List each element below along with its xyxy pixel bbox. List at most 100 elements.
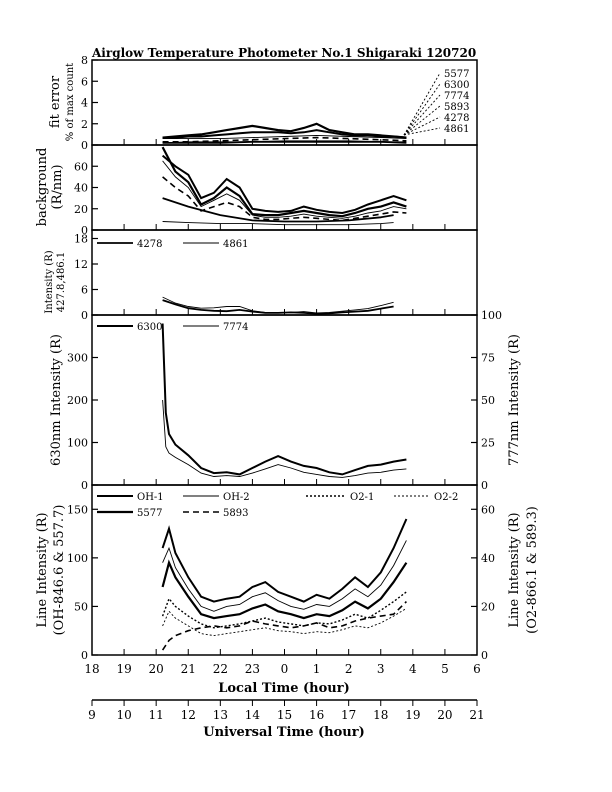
legend-leader xyxy=(403,94,441,136)
line-intensity-ylabel-right: Line Intensity (R) xyxy=(507,512,522,627)
local-xtick-label: 22 xyxy=(213,662,228,676)
local-xtick-label: 3 xyxy=(377,662,385,676)
legend-label: 4861 xyxy=(223,239,248,250)
legend-label: OH-1 xyxy=(137,492,164,503)
ytick-right-label: 60 xyxy=(481,503,495,516)
series-5893-line xyxy=(162,136,407,143)
ytick-label: 60 xyxy=(74,160,88,173)
ytick-label: 20 xyxy=(74,203,88,216)
fit-error-ylabel: fit error xyxy=(48,75,63,128)
red-line-ylabel-right: 777nm Intensity (R) xyxy=(507,334,522,466)
local-xtick-label: 4 xyxy=(409,662,417,676)
ut-xtick-label: 14 xyxy=(245,708,261,722)
ytick-label: 0 xyxy=(81,649,88,662)
intensity-blue-plot xyxy=(162,296,394,315)
legend-label: 4861 xyxy=(444,124,469,135)
local-xtick-label: 18 xyxy=(84,662,99,676)
legend-label: 5893 xyxy=(223,508,248,519)
background-ylabel: background xyxy=(35,148,50,227)
ut-xtick-label: 18 xyxy=(373,708,388,722)
legend-label: 7774 xyxy=(223,322,248,333)
ytick-right-label: 75 xyxy=(481,352,495,365)
legend-leader xyxy=(403,116,441,136)
ytick-label: 0 xyxy=(81,479,88,492)
ytick-label: 300 xyxy=(67,352,88,365)
ytick-label: 2 xyxy=(81,118,88,131)
ut-xtick-label: 17 xyxy=(341,708,356,722)
ut-xtick-label: 19 xyxy=(405,708,420,722)
series-7774-line xyxy=(162,134,407,140)
legend-leader xyxy=(403,83,441,136)
series-4278-line xyxy=(162,197,394,223)
ytick-right-label: 0 xyxy=(481,649,488,662)
series-4861-line xyxy=(162,296,394,314)
local-xtick-label: 6 xyxy=(473,662,481,676)
red-line-ylabel: 630nm Intensity (R) xyxy=(49,334,64,466)
ytick-label: 100 xyxy=(67,552,88,565)
ytick-right-label: 40 xyxy=(481,552,495,565)
ut-xtick-label: 11 xyxy=(149,708,164,722)
series-7774-line xyxy=(162,399,407,478)
local-xtick-label: 23 xyxy=(245,662,260,676)
background-panel xyxy=(91,144,478,231)
ytick-label: 0 xyxy=(81,224,88,237)
ytick-label: 6 xyxy=(81,75,88,88)
ytick-label: 40 xyxy=(74,182,88,195)
ut-xtick-label: 10 xyxy=(116,708,131,722)
ytick-right-label: 0 xyxy=(481,479,488,492)
series-4278-line xyxy=(162,299,394,315)
ut-xtick-label: 13 xyxy=(213,708,228,722)
legend-label: 6300 xyxy=(137,322,162,333)
local-xtick-label: 5 xyxy=(441,662,449,676)
figure-title: Airglow Temperature Photometer No.1 Shig… xyxy=(91,46,476,60)
ut-xtick-label: 20 xyxy=(437,708,452,722)
ytick-right-label: 50 xyxy=(481,394,495,407)
fit-error-ylabel2: % of max count xyxy=(65,63,76,141)
local-xtick-label: 1 xyxy=(313,662,321,676)
ytick-label: 18 xyxy=(74,233,88,246)
ytick-label: 6 xyxy=(81,284,88,297)
series-5577-line xyxy=(161,559,408,620)
legend-label: OH-2 xyxy=(223,492,250,503)
series-O2-1-line xyxy=(161,591,407,629)
series-7774-line xyxy=(162,160,407,219)
ytick-label: 0 xyxy=(81,139,88,152)
ut-xtick-label: 15 xyxy=(277,708,292,722)
ut-xtick-label: 9 xyxy=(88,708,96,722)
ytick-right-label: 25 xyxy=(481,437,495,450)
ytick-label: 100 xyxy=(67,437,88,450)
legend-label: 5577 xyxy=(137,508,162,519)
series-5893-line xyxy=(161,601,407,651)
line-intensity-ylabel2: (OH-846.6 & 557.7) xyxy=(52,505,67,636)
line-intensity-ylabel-right2: (O2-866.1 & 589.3) xyxy=(525,506,540,634)
ut-xlabel: Universal Time (hour) xyxy=(203,725,365,740)
ut-xtick-label: 16 xyxy=(309,708,324,722)
local-xtick-label: 19 xyxy=(116,662,131,676)
local-xtick-label: 2 xyxy=(345,662,353,676)
ytick-label: 200 xyxy=(67,394,88,407)
ytick-label: 0 xyxy=(81,309,88,322)
local-xtick-label: 0 xyxy=(281,662,289,676)
local-xtick-label: 21 xyxy=(181,662,196,676)
ytick-label: 8 xyxy=(81,54,88,67)
legend-label: 4278 xyxy=(444,113,469,124)
series-5577-line xyxy=(161,146,407,218)
ticks-layer: 0246802040600612180100200300025507510005… xyxy=(67,54,502,722)
ytick-label: 12 xyxy=(74,258,88,271)
background-ylabel2: (R/nm) xyxy=(50,164,65,209)
legend-label: 6300 xyxy=(444,80,469,91)
series-6300-line xyxy=(161,154,407,215)
series-O2-2-line xyxy=(162,608,407,637)
legend-label: 7774 xyxy=(444,91,469,102)
local-time-xlabel: Local Time (hour) xyxy=(218,681,350,696)
intensity-blue-ylabel: Intensity (R) xyxy=(44,250,55,313)
legend-label: O2-1 xyxy=(350,492,374,503)
local-xtick-label: 20 xyxy=(149,662,164,676)
line-intensity-plot xyxy=(161,518,408,651)
red-line-plot xyxy=(161,323,407,478)
intensity-blue-ylabel2: 427.8,486.1 xyxy=(56,252,67,312)
ut-xtick-label: 21 xyxy=(469,708,484,722)
fit-error-panel xyxy=(91,59,478,146)
